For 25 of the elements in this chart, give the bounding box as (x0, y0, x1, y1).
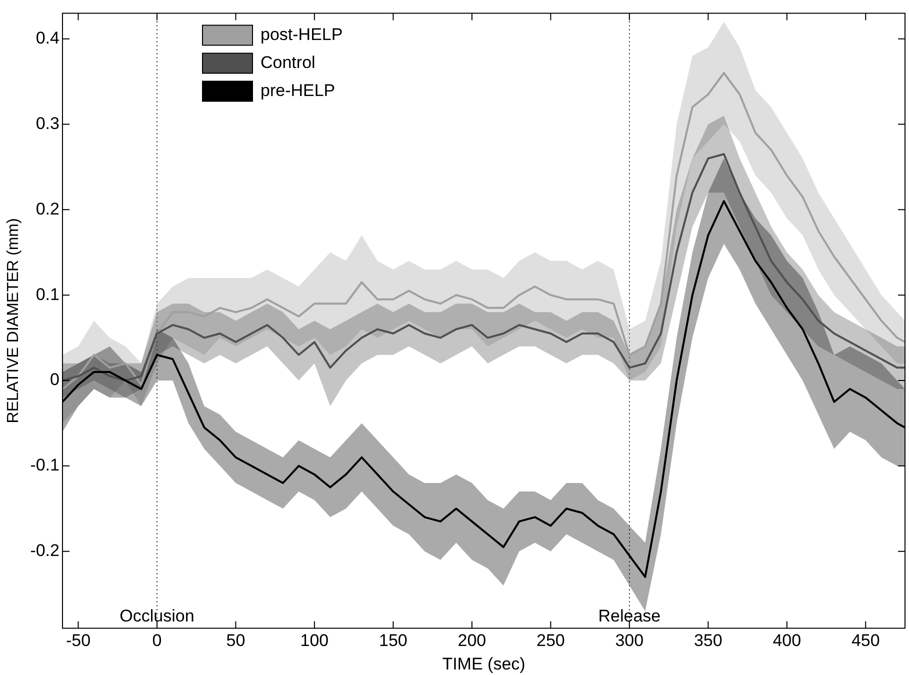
x-tick-label: 400 (772, 631, 802, 650)
y-tick-label: 0.2 (36, 199, 60, 218)
x-tick-label: 200 (458, 631, 486, 650)
x-tick-label: 100 (300, 631, 329, 650)
x-tick-label: 0 (152, 631, 162, 650)
legend-label: Control (260, 52, 316, 72)
y-tick-label: 0 (50, 370, 60, 390)
x-tick-label: 350 (694, 631, 722, 650)
y-tick-label: -0.2 (30, 541, 60, 560)
legend-label: post-HELP (260, 24, 343, 44)
x-tick-label: 250 (536, 631, 565, 650)
x-tick-label: 50 (226, 631, 246, 650)
x-tick-label: 150 (379, 631, 408, 650)
x-tick-label: 300 (615, 631, 644, 650)
y-axis-title: RELATIVE DIAMETER (mm) (5, 218, 22, 424)
y-tick-label: -0.1 (30, 456, 60, 475)
ref-line-label: Occlusion (120, 606, 194, 626)
y-tick-label: 0.1 (36, 284, 60, 304)
y-tick-label: 0.4 (36, 28, 60, 48)
y-tick-label: 0.3 (36, 114, 60, 133)
x-axis-title: TIME (sec) (442, 654, 526, 674)
ref-line-label: Release (598, 606, 661, 626)
x-tick-label: -50 (66, 631, 91, 650)
x-tick-label: 450 (851, 631, 880, 650)
legend-label: pre-HELP (260, 80, 336, 100)
